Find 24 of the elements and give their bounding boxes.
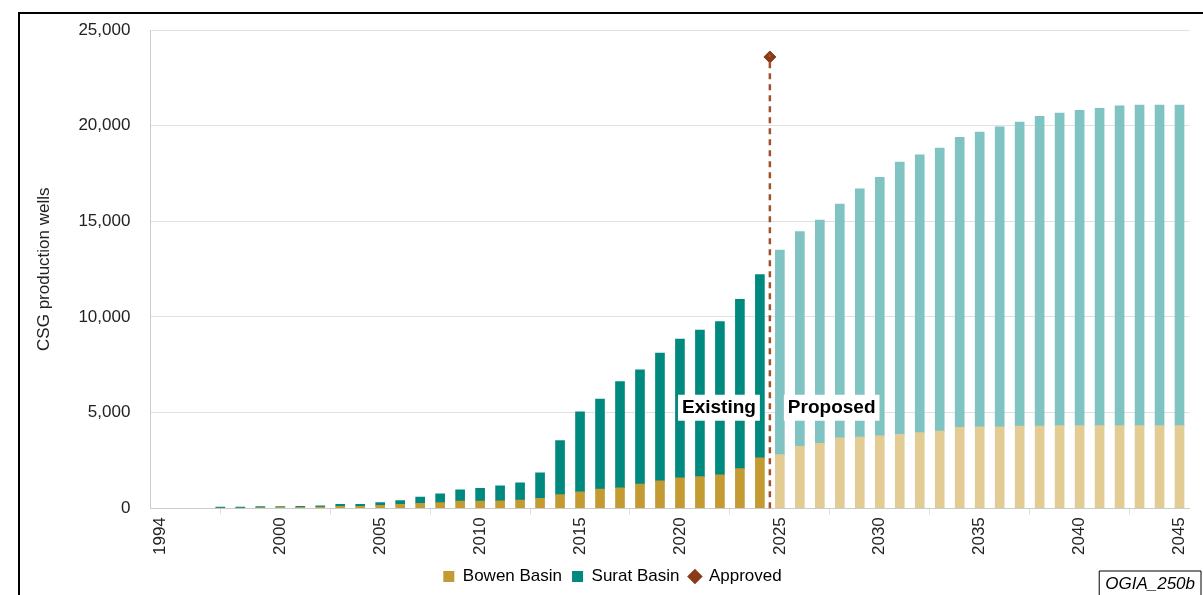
annotation: Proposed — [787, 396, 876, 418]
text: OGIA_250b — [1105, 573, 1195, 593]
y-tick-label: 15,000 — [78, 211, 131, 231]
x-tick-label: 2040 — [1069, 517, 1089, 556]
x-tick-label: 2045 — [1169, 517, 1189, 556]
x-tick-label: 2005 — [369, 517, 389, 556]
y-tick-label: 25,000 — [78, 19, 131, 39]
legend-label: Bowen Basin — [462, 566, 563, 586]
x-tick-label: 2030 — [869, 517, 889, 556]
y-tick-label: 0 — [120, 497, 131, 517]
x-tick-label: 2000 — [269, 517, 289, 556]
x-tick-label: 1994 — [150, 517, 170, 556]
legend-label: Surat Basin — [591, 566, 680, 586]
x-tick-label: 2015 — [569, 517, 589, 556]
y-tick-label: 20,000 — [78, 115, 131, 135]
legend-label: Approved — [708, 566, 782, 586]
y-tick-label: 10,000 — [78, 306, 131, 326]
x-tick-label: 2020 — [669, 517, 689, 556]
x-tick-label: 2025 — [769, 517, 789, 556]
x-tick-label: 2010 — [469, 517, 489, 556]
annotation: Existing — [681, 396, 756, 418]
y-axis-title: CSG production wells — [33, 187, 53, 351]
y-tick-label: 5,000 — [87, 402, 131, 422]
x-tick-label: 2035 — [969, 517, 989, 556]
